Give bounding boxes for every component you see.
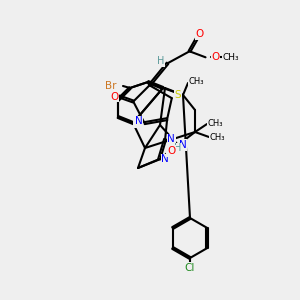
Text: O: O bbox=[212, 52, 220, 62]
Text: O: O bbox=[167, 146, 175, 156]
Text: CH₃: CH₃ bbox=[188, 76, 204, 85]
Text: O: O bbox=[110, 92, 118, 101]
Text: S: S bbox=[175, 90, 181, 100]
Text: CH₃: CH₃ bbox=[222, 53, 239, 62]
Text: N: N bbox=[134, 117, 141, 127]
Text: N: N bbox=[167, 134, 175, 144]
Text: N: N bbox=[135, 116, 142, 126]
Text: N: N bbox=[179, 140, 187, 150]
Text: Cl: Cl bbox=[185, 263, 195, 273]
Text: CH₃: CH₃ bbox=[207, 118, 223, 127]
Text: H: H bbox=[157, 56, 164, 66]
Text: H: H bbox=[174, 143, 182, 153]
Text: CH₃: CH₃ bbox=[209, 134, 225, 142]
Text: Br: Br bbox=[105, 81, 117, 91]
Text: O: O bbox=[195, 29, 204, 39]
Text: N: N bbox=[161, 154, 169, 164]
